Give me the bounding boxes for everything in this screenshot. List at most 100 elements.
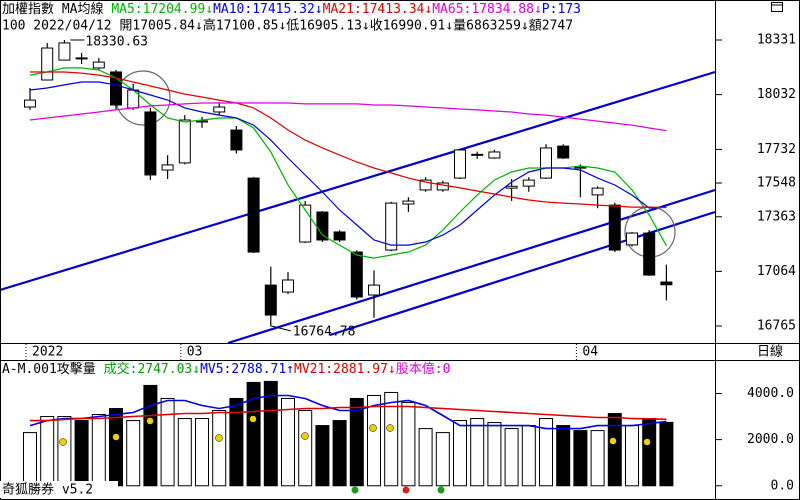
- volume-bar: [521, 425, 536, 487]
- volume-bar: [91, 414, 106, 487]
- candle-body: [626, 232, 638, 246]
- legend: 加權指數 MA均線 MA5:17204.99↓MA10:17415.32↓MA2…: [2, 1, 581, 17]
- signal-dot: [351, 486, 359, 494]
- chart-title: A-M.001攻擊量: [2, 361, 96, 377]
- extra-label: 股本億:0: [396, 361, 451, 377]
- legend-entry: 成交:2747.03↓: [104, 361, 200, 377]
- volume-bar: [642, 418, 657, 487]
- trend-line: [0, 70, 715, 292]
- volume-bar: [298, 410, 313, 487]
- candle-body: [505, 185, 518, 189]
- signal-dot: [437, 486, 445, 494]
- volume-average-line: [30, 405, 667, 422]
- y-tick-label: 4000.0: [747, 386, 794, 401]
- legend-entry: MA65:17834.88↓: [432, 2, 542, 17]
- volume-bar: [659, 421, 674, 487]
- candle-body: [58, 42, 71, 61]
- volume-bar: [435, 432, 450, 487]
- volume-bar: [263, 380, 278, 487]
- legend-entry: MV5:2788.71↑: [200, 362, 294, 377]
- window-icon[interactable]: [771, 2, 783, 12]
- y-tick-label: 17732: [757, 142, 796, 157]
- signal-dot: [249, 415, 257, 423]
- candle-body: [282, 279, 294, 293]
- candle-body: [557, 145, 570, 159]
- candle-body: [522, 179, 535, 187]
- candle-body: [264, 284, 277, 316]
- signal-dot: [146, 417, 154, 425]
- volume-bar: [453, 420, 467, 487]
- candle-body: [110, 71, 122, 106]
- candle-body: [247, 177, 260, 253]
- candle-body: [41, 47, 54, 81]
- legend: A-M.001攻擊量 成交:2747.03↓MV5:2788.71↑MV21:2…: [2, 361, 450, 377]
- volume-bar: [504, 428, 519, 487]
- volume-bar: [573, 430, 588, 487]
- candle-body: [660, 281, 673, 286]
- volume-bar: [143, 384, 158, 487]
- candle-body: [144, 111, 157, 176]
- volume-bar: [607, 413, 622, 487]
- signal-dot: [112, 433, 120, 441]
- signal-dot: [215, 434, 223, 442]
- low-annotation: 16764.78: [293, 324, 356, 339]
- extra-label: P:173: [542, 2, 581, 17]
- candle-body: [385, 202, 398, 251]
- trend-line: [329, 210, 715, 337]
- candle-body: [574, 166, 587, 169]
- x-tick-label: 2022: [32, 345, 63, 360]
- y-tick-label: 17548: [757, 176, 796, 191]
- candle-body: [230, 129, 243, 151]
- volume-bar: [109, 408, 123, 487]
- y-tick-label: 16765: [757, 319, 796, 334]
- signal-dot: [609, 437, 617, 445]
- signal-dot: [59, 438, 67, 446]
- signal-dot: [402, 486, 410, 494]
- high-annotation: 18330.63: [85, 34, 148, 49]
- volume-average-line: [29, 394, 667, 430]
- legend-entry: MA5:17204.99↓: [111, 2, 213, 17]
- signal-dot: [386, 424, 394, 432]
- volume-bar: [349, 397, 364, 487]
- volume-bar: [487, 422, 502, 487]
- volume-bar: [590, 430, 605, 487]
- candle-body: [75, 57, 88, 60]
- volume-bar: [23, 432, 37, 487]
- volume-bar: [332, 420, 347, 487]
- annotation-leader: [270, 325, 291, 332]
- ma-line: [29, 81, 667, 246]
- candle-body: [92, 61, 105, 69]
- candle-body: [471, 153, 484, 156]
- candle-body: [178, 119, 191, 164]
- brand-background: [0, 481, 118, 498]
- volume-bar: [367, 394, 381, 487]
- volume-bar: [160, 397, 175, 487]
- signal-dot: [301, 432, 309, 440]
- volume-bar: [418, 428, 433, 487]
- volume-panel: [23, 380, 674, 487]
- volume-bar: [315, 425, 330, 487]
- candle-body: [316, 211, 329, 241]
- y-tick-label: 2000.0: [747, 432, 794, 447]
- y-tick-label: 17363: [757, 209, 796, 224]
- candle-body: [213, 106, 226, 113]
- candle-body: [419, 179, 432, 191]
- volume-bar: [57, 416, 72, 487]
- candle-body: [488, 151, 501, 159]
- candle-body: [299, 204, 312, 243]
- candle-body: [643, 232, 656, 276]
- y-tick-label: 0.0: [771, 478, 794, 493]
- y-tick-label: 18032: [757, 87, 796, 102]
- y-tick-label: 18331: [757, 32, 796, 47]
- price-panel: 加權指數 MA均線 MA5:17204.99↓MA10:17415.32↓MA2…: [0, 1, 715, 343]
- candle-body: [24, 99, 36, 108]
- legend-entry: MA21:17413.34↓: [323, 2, 433, 17]
- axis-panel: [716, 0, 800, 500]
- period-label: 日線: [757, 344, 783, 360]
- candle-body: [454, 149, 466, 179]
- signal-dot: [643, 438, 651, 446]
- volume-bar: [556, 425, 571, 487]
